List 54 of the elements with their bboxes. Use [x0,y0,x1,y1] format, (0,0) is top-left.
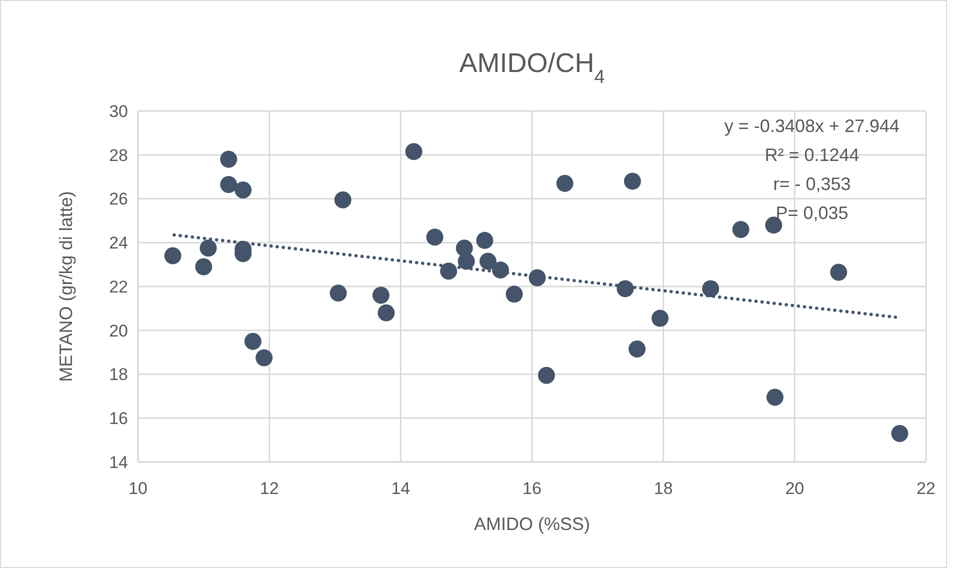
point [616,280,634,298]
point [256,349,273,366]
y-tick-label: 28 [109,146,128,165]
point [538,366,555,384]
point [492,262,509,279]
point [506,286,523,303]
x-tick-label: 10 [128,479,148,498]
y-tick-label: 14 [109,452,128,472]
point [891,424,908,442]
point [766,388,784,406]
point [195,258,212,276]
y-tick-label: 20 [109,321,128,340]
x-tick-label: 22 [916,479,936,498]
point [244,332,262,350]
annotation: P= 0,035 [776,203,848,223]
point [378,304,395,322]
point [405,143,422,160]
x-tick-label: 18 [654,479,673,498]
y-tick-label: 24 [109,234,128,253]
point [426,228,444,246]
point [830,264,848,281]
point [652,310,669,327]
y-axis-title: METANO (gr/kg di latte) [56,191,76,382]
point [476,232,494,249]
point [480,252,497,270]
y-tick-label: 16 [109,409,128,428]
annotation: r= - 0,353 [773,174,851,194]
y-tick-label: 26 [109,190,128,209]
point [234,181,252,198]
y-tick-label: 30 [109,102,128,121]
point [628,340,646,358]
point [200,240,217,257]
point [372,286,390,304]
point [702,280,720,298]
x-tick-label: 14 [391,479,410,498]
point [732,220,750,238]
point [440,262,458,280]
x-axis-title: AMIDO (%SS) [474,514,590,534]
annotation: y = -0.3408x + 27.944 [724,116,900,136]
x-tick-label: 16 [522,479,542,498]
point [220,176,238,193]
point [164,247,182,264]
point [624,172,641,190]
x-tick-label: 12 [260,479,279,498]
y-tick-label: 22 [109,277,128,296]
y-tick-label: 18 [109,365,128,384]
point [458,252,475,270]
annotation: R² = 0.1244 [764,145,860,165]
x-tick-label: 20 [785,479,804,498]
point [556,174,574,192]
point [334,191,352,208]
point [330,284,347,302]
chart-title: AMIDO/CH$_{4}$ [459,48,605,88]
point [220,150,238,168]
